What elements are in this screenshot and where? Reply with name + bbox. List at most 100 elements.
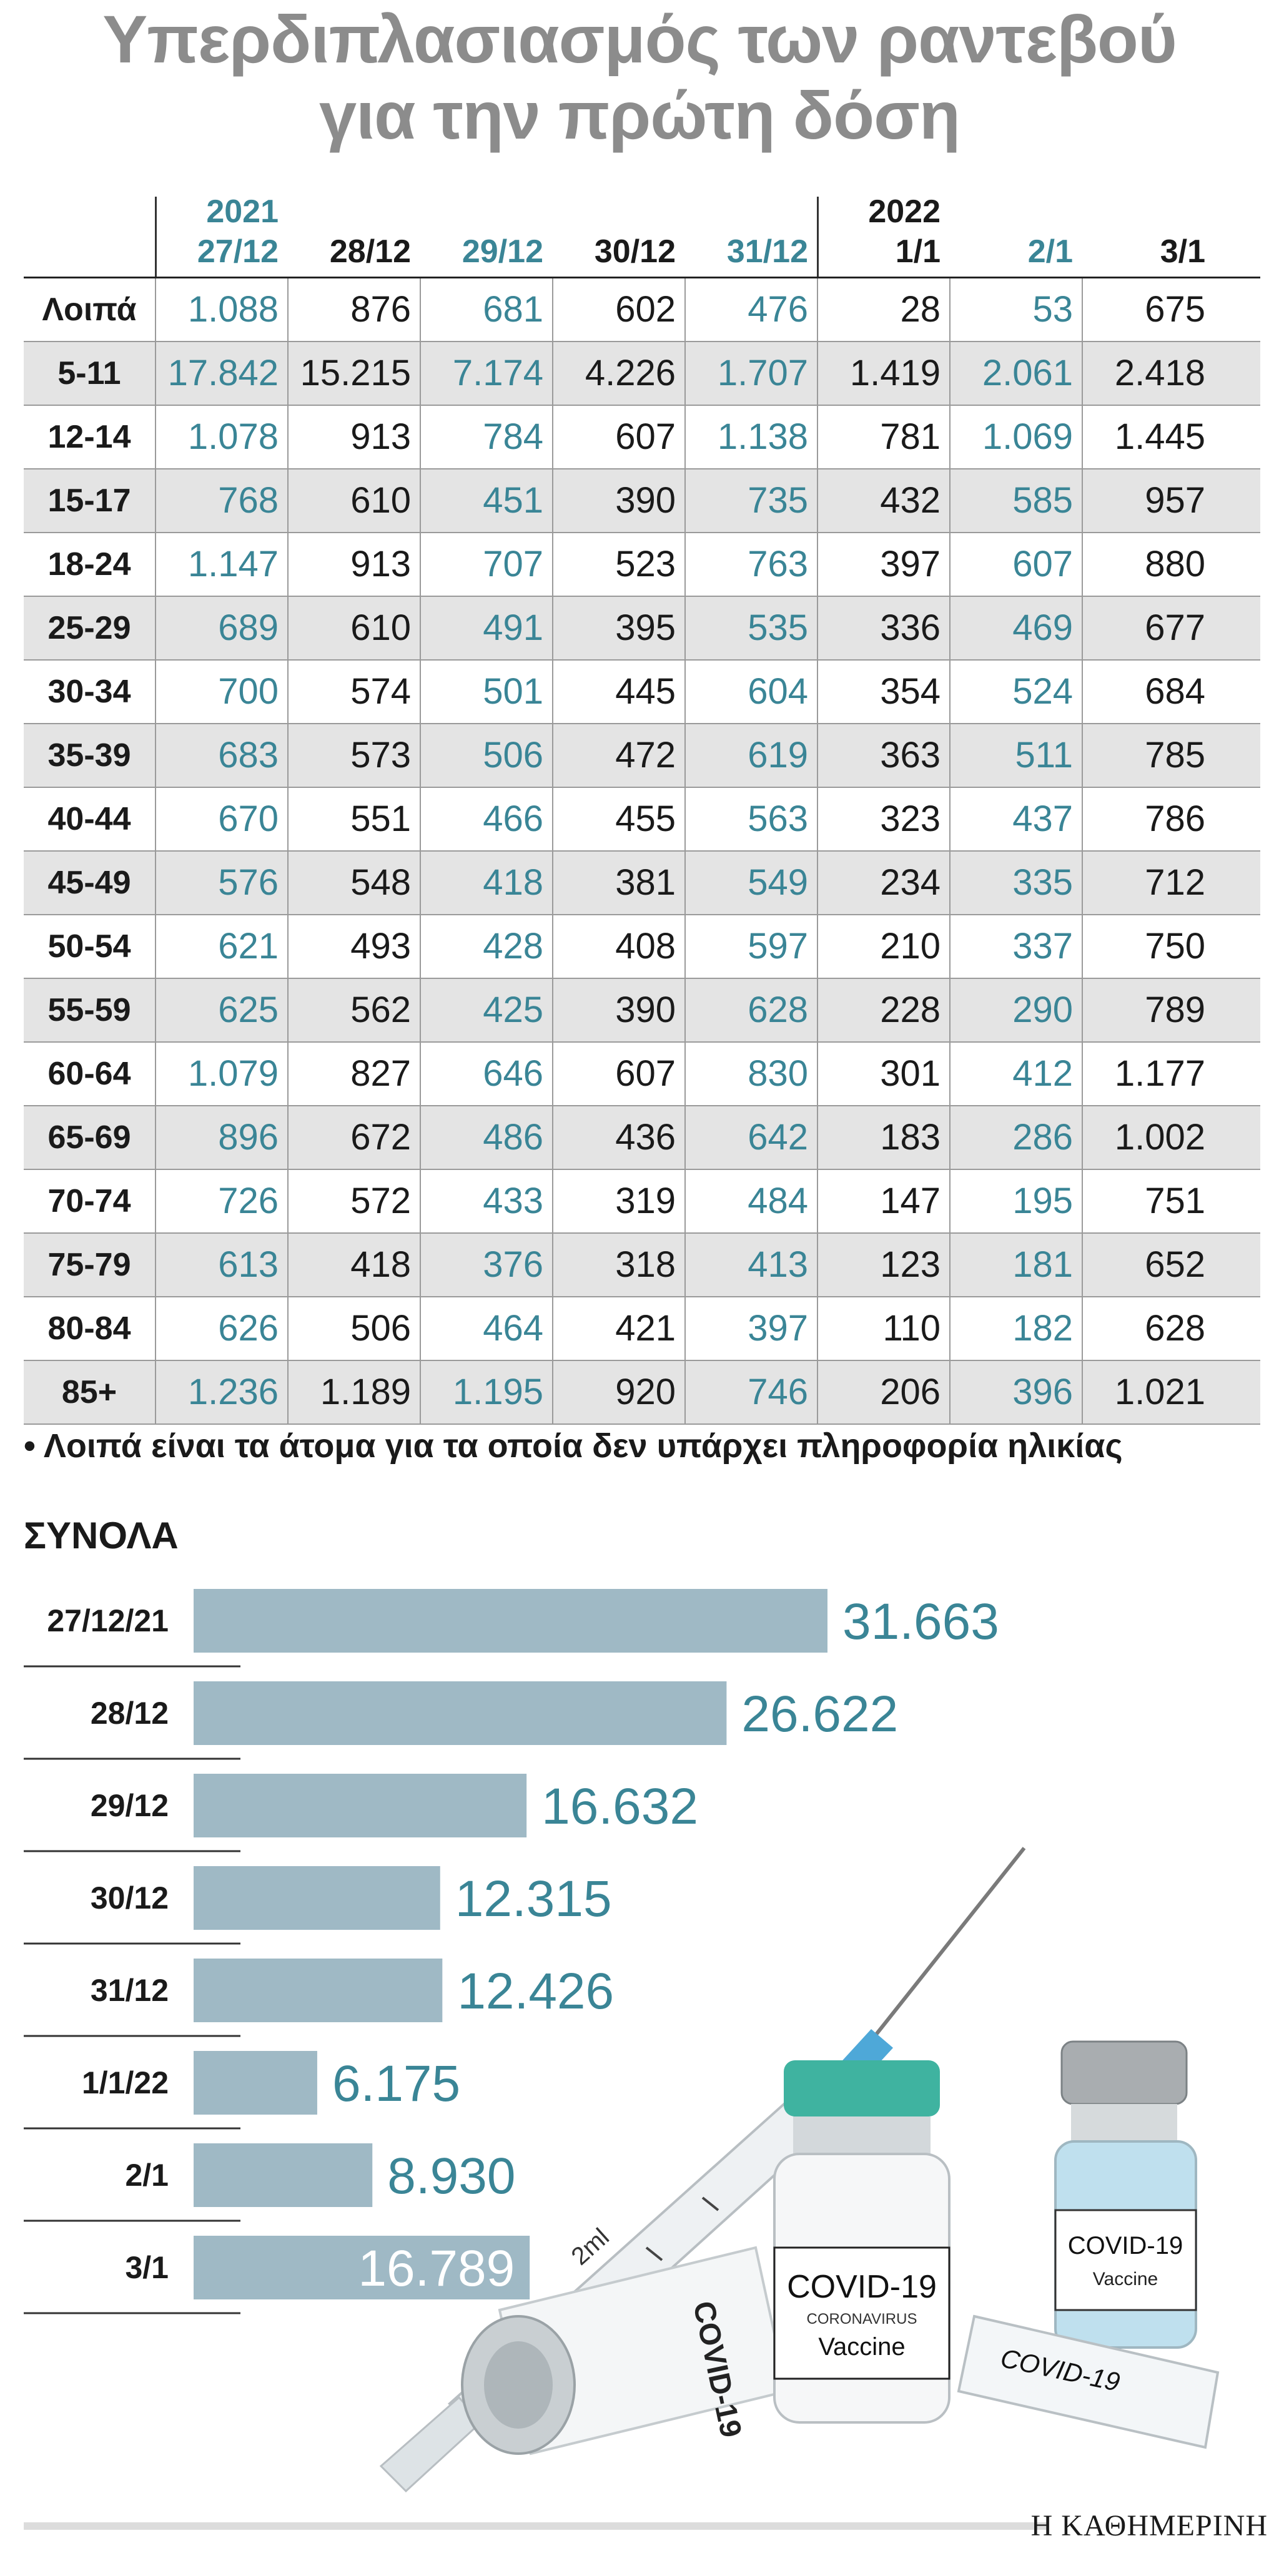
- table-cell: 789: [1082, 979, 1214, 1041]
- table-cell: 913: [287, 406, 420, 468]
- chart-title: Υπερδιπλασιασμός των ραντεβού για την πρ…: [0, 1, 1279, 154]
- row-label: 5-11: [57, 355, 121, 391]
- bar-category-label: 27/12/21: [47, 1603, 169, 1638]
- table-cell: 549: [684, 852, 817, 914]
- table-cell: 876: [287, 278, 420, 341]
- vial-lying-right-icon: COVID-19: [957, 2314, 1220, 2449]
- table-cell: 421: [552, 1297, 684, 1360]
- table-cell: 619: [684, 724, 817, 787]
- table-cell: 677: [1082, 597, 1214, 659]
- table-row: 60-64 1.079 827 646 607 830 301 412 1.177: [24, 1043, 1260, 1106]
- row-label: 80-84: [47, 1310, 131, 1347]
- table-cell: 1.147: [155, 533, 287, 596]
- table-cell: 675: [1082, 278, 1214, 341]
- table-cell: 412: [949, 1043, 1082, 1105]
- table-cell: 433: [420, 1170, 552, 1232]
- table-cell: 418: [420, 852, 552, 914]
- table-cell: 7.174: [420, 342, 552, 405]
- row-label: Λοιπά: [42, 292, 137, 328]
- table-cell: 784: [420, 406, 552, 468]
- center-vial-sub: CORONAVIRUS: [807, 2311, 917, 2328]
- table-cell: 827: [287, 1043, 420, 1105]
- table-row: 30-34 700 574 501 445 604 354 524 684: [24, 661, 1260, 724]
- table-cell: 501: [420, 661, 552, 723]
- table-cell: 413: [684, 1234, 817, 1296]
- table-cell: 1.138: [684, 406, 817, 468]
- table-cell: 626: [155, 1297, 287, 1360]
- table-cell: 830: [684, 1043, 817, 1105]
- table-cell: 712: [1082, 852, 1214, 914]
- table-cell: 585: [949, 469, 1082, 532]
- table-cell: 28: [817, 278, 949, 341]
- row-label: 25-29: [47, 610, 131, 646]
- totals-heading: ΣΥΝΟΛΑ: [24, 1515, 179, 1556]
- table-cell: 625: [155, 979, 287, 1041]
- table-cell: 390: [552, 469, 684, 532]
- table-cell: 621: [155, 915, 287, 978]
- column-header-5: 2022 1/1: [817, 190, 949, 277]
- table-cell: 2.061: [949, 342, 1082, 405]
- table-cell: 437: [949, 788, 1082, 850]
- table-cell: 1.079: [155, 1043, 287, 1105]
- column-year: 2022: [868, 194, 941, 230]
- table-cell: 700: [155, 661, 287, 723]
- table-cell: 418: [287, 1234, 420, 1296]
- table-cell: 455: [552, 788, 684, 850]
- row-label: 45-49: [47, 865, 131, 901]
- table-cell: 395: [552, 597, 684, 659]
- table-cell: 607: [552, 1043, 684, 1105]
- column-date: 28/12: [329, 234, 411, 270]
- table-row: 80-84 626 506 464 421 397 110 182 628: [24, 1297, 1260, 1361]
- table-cell: 486: [420, 1106, 552, 1169]
- vaccine-illustration: 2ml COVID-19 COVID-19 CORONAVIRUS Vaccin…: [379, 1847, 1220, 2493]
- row-label: 35-39: [47, 737, 131, 774]
- row-label: 40-44: [47, 801, 131, 837]
- table-cell: 607: [552, 406, 684, 468]
- table-cell: 681: [420, 278, 552, 341]
- column-date: 30/12: [594, 234, 676, 270]
- table-cell: 746: [684, 1361, 817, 1423]
- bar-category-label: 2/1: [125, 2158, 169, 2193]
- table-cell: 726: [155, 1170, 287, 1232]
- table-cell: 206: [817, 1361, 949, 1423]
- bar-category-label: 30/12: [91, 1880, 169, 1915]
- vial-center-icon: COVID-19 CORONAVIRUS Vaccine: [773, 2060, 951, 2424]
- table-cell: 1.177: [1082, 1043, 1214, 1105]
- table-cell: 751: [1082, 1170, 1214, 1232]
- table-cell: 323: [817, 788, 949, 850]
- table-cell: 472: [552, 724, 684, 787]
- table-cell: 147: [817, 1170, 949, 1232]
- table-row: 5-11 17.842 15.215 7.174 4.226 1.707 1.419 2.06…: [24, 342, 1260, 406]
- header-divider: [817, 197, 819, 277]
- table-cell: 1.195: [420, 1361, 552, 1423]
- bar-28/12: [194, 1681, 727, 1745]
- table-cell: 750: [1082, 915, 1214, 978]
- table-cell: 735: [684, 469, 817, 532]
- column-header-0: 2021 27/12: [155, 190, 287, 277]
- column-header-2: 29/12: [420, 190, 552, 277]
- age-group-table: 2021 27/12 28/12 29/12 30/12 31/12 2022 1/1 2/1 3…: [24, 190, 1260, 1425]
- bar-value-label: 16.632: [541, 1778, 698, 1835]
- center-vial-word: Vaccine: [818, 2333, 905, 2361]
- table-cell: 445: [552, 661, 684, 723]
- table-row: 55-59 625 562 425 390 628 228 290 789: [24, 979, 1260, 1043]
- table-cell: 335: [949, 852, 1082, 914]
- table-cell: 670: [155, 788, 287, 850]
- table-cell: 493: [287, 915, 420, 978]
- table-row: 85+ 1.236 1.189 1.195 920 746 206 396 1.021: [24, 1361, 1260, 1425]
- table-cell: 337: [949, 915, 1082, 978]
- table-cell: 604: [684, 661, 817, 723]
- table-cell: 181: [949, 1234, 1082, 1296]
- table-body: Λοιπά 1.088 876 681 602 476 28 53 675 5-11 17.842 1…: [24, 278, 1260, 1425]
- bar-value-label: 8.930: [387, 2148, 515, 2205]
- column-date: 3/1: [1160, 234, 1205, 270]
- table-row: 40-44 670 551 466 455 563 323 437 786: [24, 788, 1260, 852]
- table-cell: 469: [949, 597, 1082, 659]
- table-row: 50-54 621 493 428 408 597 210 337 750: [24, 915, 1260, 979]
- table-cell: 523: [552, 533, 684, 596]
- table-row: 35-39 683 573 506 472 619 363 511 785: [24, 724, 1260, 788]
- table-cell: 785: [1082, 724, 1214, 787]
- table-cell: 390: [552, 979, 684, 1041]
- row-label: 70-74: [47, 1183, 131, 1219]
- table-cell: 551: [287, 788, 420, 850]
